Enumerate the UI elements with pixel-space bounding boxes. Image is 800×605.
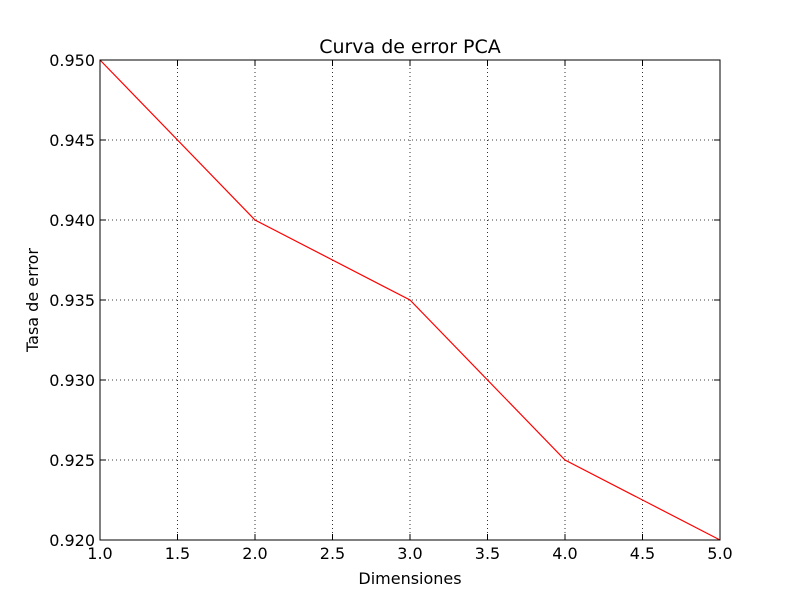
x-tick-label: 3.5 bbox=[475, 544, 500, 563]
y-axis-label: Tasa de error bbox=[23, 248, 42, 353]
x-tick-label: 1.5 bbox=[165, 544, 190, 563]
x-axis-label: Dimensiones bbox=[358, 569, 461, 588]
y-tick-label: 0.930 bbox=[49, 371, 95, 390]
tick-marks bbox=[99, 59, 721, 541]
chart-title: Curva de error PCA bbox=[319, 36, 501, 58]
x-tick-label: 2.5 bbox=[320, 544, 345, 563]
y-tick-label: 0.940 bbox=[49, 211, 95, 230]
y-tick-label: 0.920 bbox=[49, 531, 95, 550]
grid bbox=[100, 60, 720, 540]
series-layer bbox=[99, 59, 721, 541]
y-tick-label: 0.950 bbox=[49, 51, 95, 70]
x-tick-label: 2.0 bbox=[242, 544, 267, 563]
y-tick-labels: 0.920 0.925 0.930 0.935 0.940 0.945 0.950 bbox=[49, 51, 95, 550]
x-tick-label: 1.0 bbox=[87, 544, 112, 563]
x-tick-labels: 1.0 1.5 2.0 2.5 3.0 3.5 4.0 4.5 5.0 bbox=[87, 544, 732, 563]
y-tick-label: 0.925 bbox=[49, 451, 95, 470]
x-tick-label: 4.5 bbox=[630, 544, 655, 563]
x-tick-label: 5.0 bbox=[707, 544, 732, 563]
x-tick-label: 3.0 bbox=[397, 544, 422, 563]
series-line bbox=[99, 59, 721, 541]
y-tick-label: 0.935 bbox=[49, 291, 95, 310]
y-tick-label: 0.945 bbox=[49, 131, 95, 150]
x-tick-label: 4.0 bbox=[552, 544, 577, 563]
